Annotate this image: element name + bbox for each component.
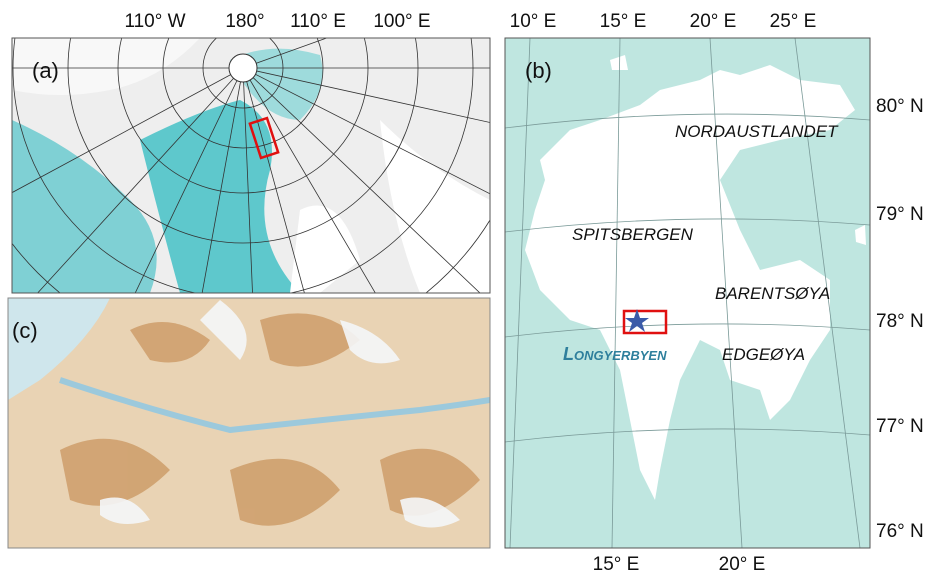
lon-label: 20° E: [690, 11, 737, 32]
figure: (a) 110° W 180° 110° E 100° E (c): [0, 0, 936, 577]
lon-label: 15° E: [593, 554, 640, 575]
lon-label: 110° W: [124, 11, 185, 32]
place-label: NORDAUSTLANDET: [675, 122, 839, 141]
lon-label: 100° E: [373, 11, 430, 32]
panel-label: (b): [525, 58, 552, 83]
place-label: BARENTSØYA: [715, 284, 830, 303]
panel-label: (c): [12, 318, 38, 343]
lon-label: 10° E: [510, 11, 557, 32]
place-label: Longyerbyen: [563, 344, 667, 364]
lat-label: 79° N: [876, 204, 924, 225]
lat-label: 77° N: [876, 416, 924, 437]
lon-label: 180°: [225, 11, 264, 32]
lon-label: 110° E: [290, 11, 346, 32]
place-label: EDGEØYA: [722, 345, 805, 364]
lon-label: 15° E: [600, 11, 647, 32]
lon-label: 25° E: [770, 11, 817, 32]
lat-label: 78° N: [876, 311, 924, 332]
panel-label: (a): [32, 58, 59, 83]
lat-label: 80° N: [876, 96, 924, 117]
panel-c-map: [8, 298, 490, 548]
place-label: SPITSBERGEN: [572, 225, 694, 244]
lat-label: 76° N: [876, 521, 924, 542]
lon-label: 20° E: [719, 554, 766, 575]
